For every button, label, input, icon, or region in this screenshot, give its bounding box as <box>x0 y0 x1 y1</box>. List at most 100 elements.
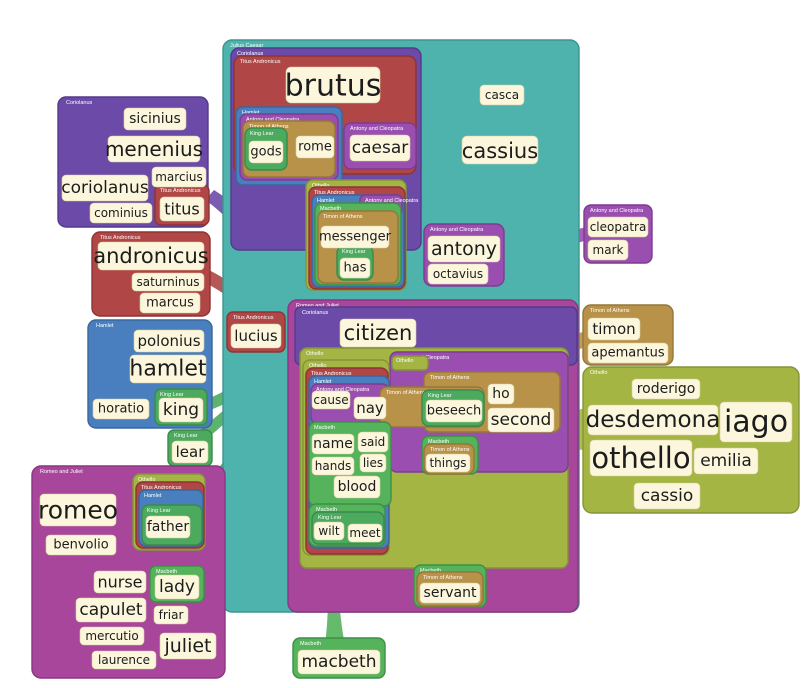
region-label-ac-antony: Antony and Cleopatra <box>430 227 484 233</box>
svg-text:cominius: cominius <box>94 206 148 220</box>
word-said: said <box>357 431 389 453</box>
region-label-macbeth-mid: Macbeth <box>320 206 341 212</box>
svg-text:timon: timon <box>592 320 635 338</box>
word-lady: lady <box>154 574 200 600</box>
svg-text:sicinius: sicinius <box>129 111 181 127</box>
word-desdemona: desdemona <box>586 404 721 436</box>
svg-text:horatio: horatio <box>98 402 144 417</box>
svg-text:caesar: caesar <box>352 138 409 158</box>
word-lear: lear <box>171 440 209 464</box>
svg-text:polonius: polonius <box>137 332 200 350</box>
region-label-titus-lucius: Titus Andronicus <box>233 315 274 321</box>
word-coriolanus: coriolanus <box>61 174 149 202</box>
svg-text:mark: mark <box>593 243 624 257</box>
region-label-titus-titus: Titus Andronicus <box>160 188 201 194</box>
word-apemantus: apemantus <box>587 342 669 364</box>
region-label-ac-mid: Antony and Cleopatra <box>365 198 419 204</box>
word-king: king <box>158 397 204 423</box>
region-label-timon-beseech: Timon of Athens <box>386 390 426 396</box>
svg-text:rome: rome <box>298 140 332 155</box>
svg-text:antony: antony <box>431 238 497 260</box>
svg-text:blood: blood <box>338 479 377 495</box>
word-meet: meet <box>347 523 383 543</box>
svg-text:benvolio: benvolio <box>53 538 108 553</box>
word-macbeth: macbeth <box>297 649 381 675</box>
region-label-lear-father: King Lear <box>147 508 171 514</box>
word-laurence: laurence <box>91 650 157 670</box>
svg-text:apemantus: apemantus <box>591 346 664 361</box>
region-label-lear-lear: King Lear <box>174 433 198 439</box>
word-marcus: marcus <box>139 292 201 314</box>
region-label-titus-cause: Titus Andronicus <box>311 371 352 377</box>
region-label-titus-mid: Titus Andronicus <box>314 190 355 196</box>
svg-text:desdemona: desdemona <box>586 407 721 433</box>
svg-text:emilia: emilia <box>700 451 752 471</box>
word-cassio: cassio <box>633 482 701 510</box>
word-benvolio: benvolio <box>45 534 117 556</box>
region-label-timon-lower: Timon of Athens <box>430 375 470 381</box>
svg-text:menenius: menenius <box>105 137 203 161</box>
word-andronicus: andronicus <box>93 241 209 271</box>
word-juliet: juliet <box>159 632 217 660</box>
svg-text:romeo: romeo <box>38 496 118 525</box>
svg-text:titus: titus <box>164 200 199 219</box>
svg-text:marcus: marcus <box>146 296 194 311</box>
region-label-titus-father: Titus Andronicus <box>141 485 182 491</box>
word-saturninus: saturninus <box>131 272 205 292</box>
svg-text:brutus: brutus <box>285 69 382 104</box>
word-timon: timon <box>587 317 641 341</box>
svg-text:gods: gods <box>250 145 281 160</box>
word-blood: blood <box>333 475 381 499</box>
word-romeo: romeo <box>38 493 118 527</box>
region-label-hamlet-mid: Hamlet <box>317 198 335 204</box>
region-label-ac-inner: Antony and Cleopatra <box>246 117 300 123</box>
region-label-timon-mid: Timon of Athens <box>323 214 363 220</box>
svg-text:nurse: nurse <box>97 573 142 592</box>
svg-text:iago: iago <box>724 405 788 440</box>
region-label-macbeth-wilt: Macbeth <box>316 507 337 513</box>
svg-text:meet: meet <box>349 526 380 540</box>
svg-text:capulet: capulet <box>79 600 143 620</box>
svg-text:saturninus: saturninus <box>136 275 199 289</box>
region-label-romeo-center: Romeo and Juliet <box>296 303 339 309</box>
svg-text:octavius: octavius <box>433 267 483 281</box>
svg-text:juliet: juliet <box>163 635 211 657</box>
word-sicinius: sicinius <box>123 107 187 131</box>
word-nay: nay <box>353 396 387 420</box>
region-label-othello-cause: Othello <box>309 363 326 369</box>
region-label-romeo-left: Romeo and Juliet <box>40 469 83 475</box>
svg-text:second: second <box>491 410 552 430</box>
svg-text:friar: friar <box>159 608 184 622</box>
region-label-timon-right: Timon of Athens <box>590 308 630 314</box>
svg-text:nay: nay <box>356 399 384 417</box>
svg-text:ho: ho <box>492 386 509 402</box>
region-label-othello-lower: Othello <box>396 358 413 364</box>
word-emilia: emilia <box>693 447 759 475</box>
region-label-titus-left: Titus Andronicus <box>100 235 141 241</box>
svg-text:cassio: cassio <box>641 486 694 506</box>
word-cleopatra: cleopatra <box>587 216 649 238</box>
word-polonius: polonius <box>133 329 205 353</box>
svg-text:cleopatra: cleopatra <box>590 220 647 234</box>
region-label-julius-caesar: Julius Caesar <box>230 43 263 49</box>
svg-text:othello: othello <box>591 441 690 475</box>
word-horatio: horatio <box>92 398 150 420</box>
word-iago: iago <box>719 401 793 443</box>
region-label-lear-wilt: King Lear <box>318 515 342 521</box>
svg-text:hamlet: hamlet <box>129 357 207 382</box>
region-label-titus-main: Titus Andronicus <box>240 59 281 65</box>
svg-text:hands: hands <box>315 459 351 473</box>
word-things: things <box>425 453 471 473</box>
region-label-othello-right: Othello <box>590 370 607 376</box>
word-lies: lies <box>359 453 387 473</box>
region-label-coriolanus-center: Coriolanus <box>302 310 329 316</box>
region-label-ac-right: Antony and Cleopatra <box>590 208 644 214</box>
region-label-othello-center: Othello <box>306 351 323 357</box>
svg-text:said: said <box>361 435 386 449</box>
svg-text:has: has <box>344 261 367 276</box>
word-cominius: cominius <box>89 202 153 224</box>
word-titus: titus <box>159 196 205 222</box>
svg-text:casca: casca <box>485 88 519 102</box>
word-brutus: brutus <box>285 66 382 104</box>
